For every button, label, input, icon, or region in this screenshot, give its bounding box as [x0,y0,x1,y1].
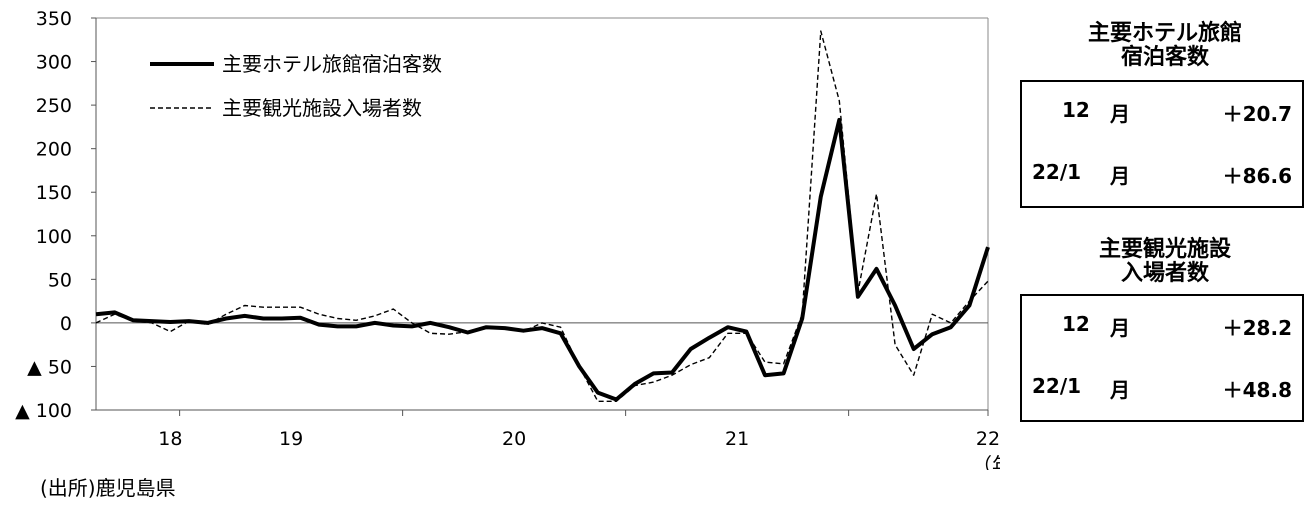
stat-value: ＋48.8 [1222,378,1292,402]
stat-unit: 月 [1110,102,1130,126]
stat-unit: 月 [1110,378,1130,402]
stat-value: ＋20.7 [1222,102,1292,126]
series-line-hotel [95,117,990,402]
x-tick-label: 18 [158,428,182,450]
stat-unit: 月 [1110,164,1130,188]
panel-title-line: 主要ホテル旅館 [1087,21,1242,46]
y-tick-label: 200 [36,139,72,161]
stat-period: 12 [1062,312,1090,336]
stat-unit: 月 [1110,316,1130,340]
y-tick-label: 150 [36,182,72,204]
y-tick-label: 300 [36,52,72,74]
stat-period: 22/1 [1032,374,1082,398]
stat-row: 12 月 ＋28.2 [1022,312,1302,342]
panel-box-hotel: 12 月 ＋20.7 22/1 月 ＋86.6 [1020,80,1304,208]
stat-period: 12 [1062,98,1090,122]
stat-value: ＋28.2 [1222,316,1292,340]
y-tick-label: 350 [36,8,72,30]
series-line-facility [95,30,989,402]
source-note: (出所)鹿児島県 [40,476,176,500]
axes: 350 300 250 200 150 100 50 0 ▲ 50 ▲ 100 18 19 20 21 22… [15,8,1000,470]
panel-title-hotel: 主要ホテル旅館 宿泊客数 [1030,22,1300,70]
panel-title-line: 主要観光施設 [1098,237,1231,262]
x-tick-label: 22 [976,428,1000,450]
stat-period: 22/1 [1032,160,1082,184]
series-lines [95,30,990,402]
x-tick-label: 21 [725,428,749,450]
panel-title-facility: 主要観光施設 入場者数 [1030,238,1300,286]
legend-label: 主要観光施設入場者数 [222,96,422,120]
y-tick-label: 50 [48,269,72,291]
panel-box-facility: 12 月 ＋28.2 22/1 月 ＋48.8 [1020,294,1304,422]
legend-label: 主要ホテル旅館宿泊客数 [222,52,442,76]
stat-value: ＋86.6 [1222,164,1292,188]
stat-row: 22/1 月 ＋86.6 [1022,160,1302,190]
panel-title-line: 宿泊客数 [1120,45,1209,70]
y-tick-label: ▲ 100 [15,400,72,422]
y-tick-label: 0 [60,313,72,335]
x-tick-label: 20 [502,428,526,450]
stat-row: 22/1 月 ＋48.8 [1022,374,1302,404]
y-tick-label: ▲ 50 [27,356,72,378]
x-axis-unit-label: （年） [972,453,1000,470]
x-tick-label: 19 [279,428,303,450]
stat-row: 12 月 ＋20.7 [1022,98,1302,128]
panel-title-line: 入場者数 [1120,261,1209,286]
y-tick-label: 100 [36,226,72,248]
y-tick-label: 250 [36,95,72,117]
line-chart: 350 300 250 200 150 100 50 0 ▲ 50 ▲ 100 18 19 20 21 22… [15,8,1000,470]
